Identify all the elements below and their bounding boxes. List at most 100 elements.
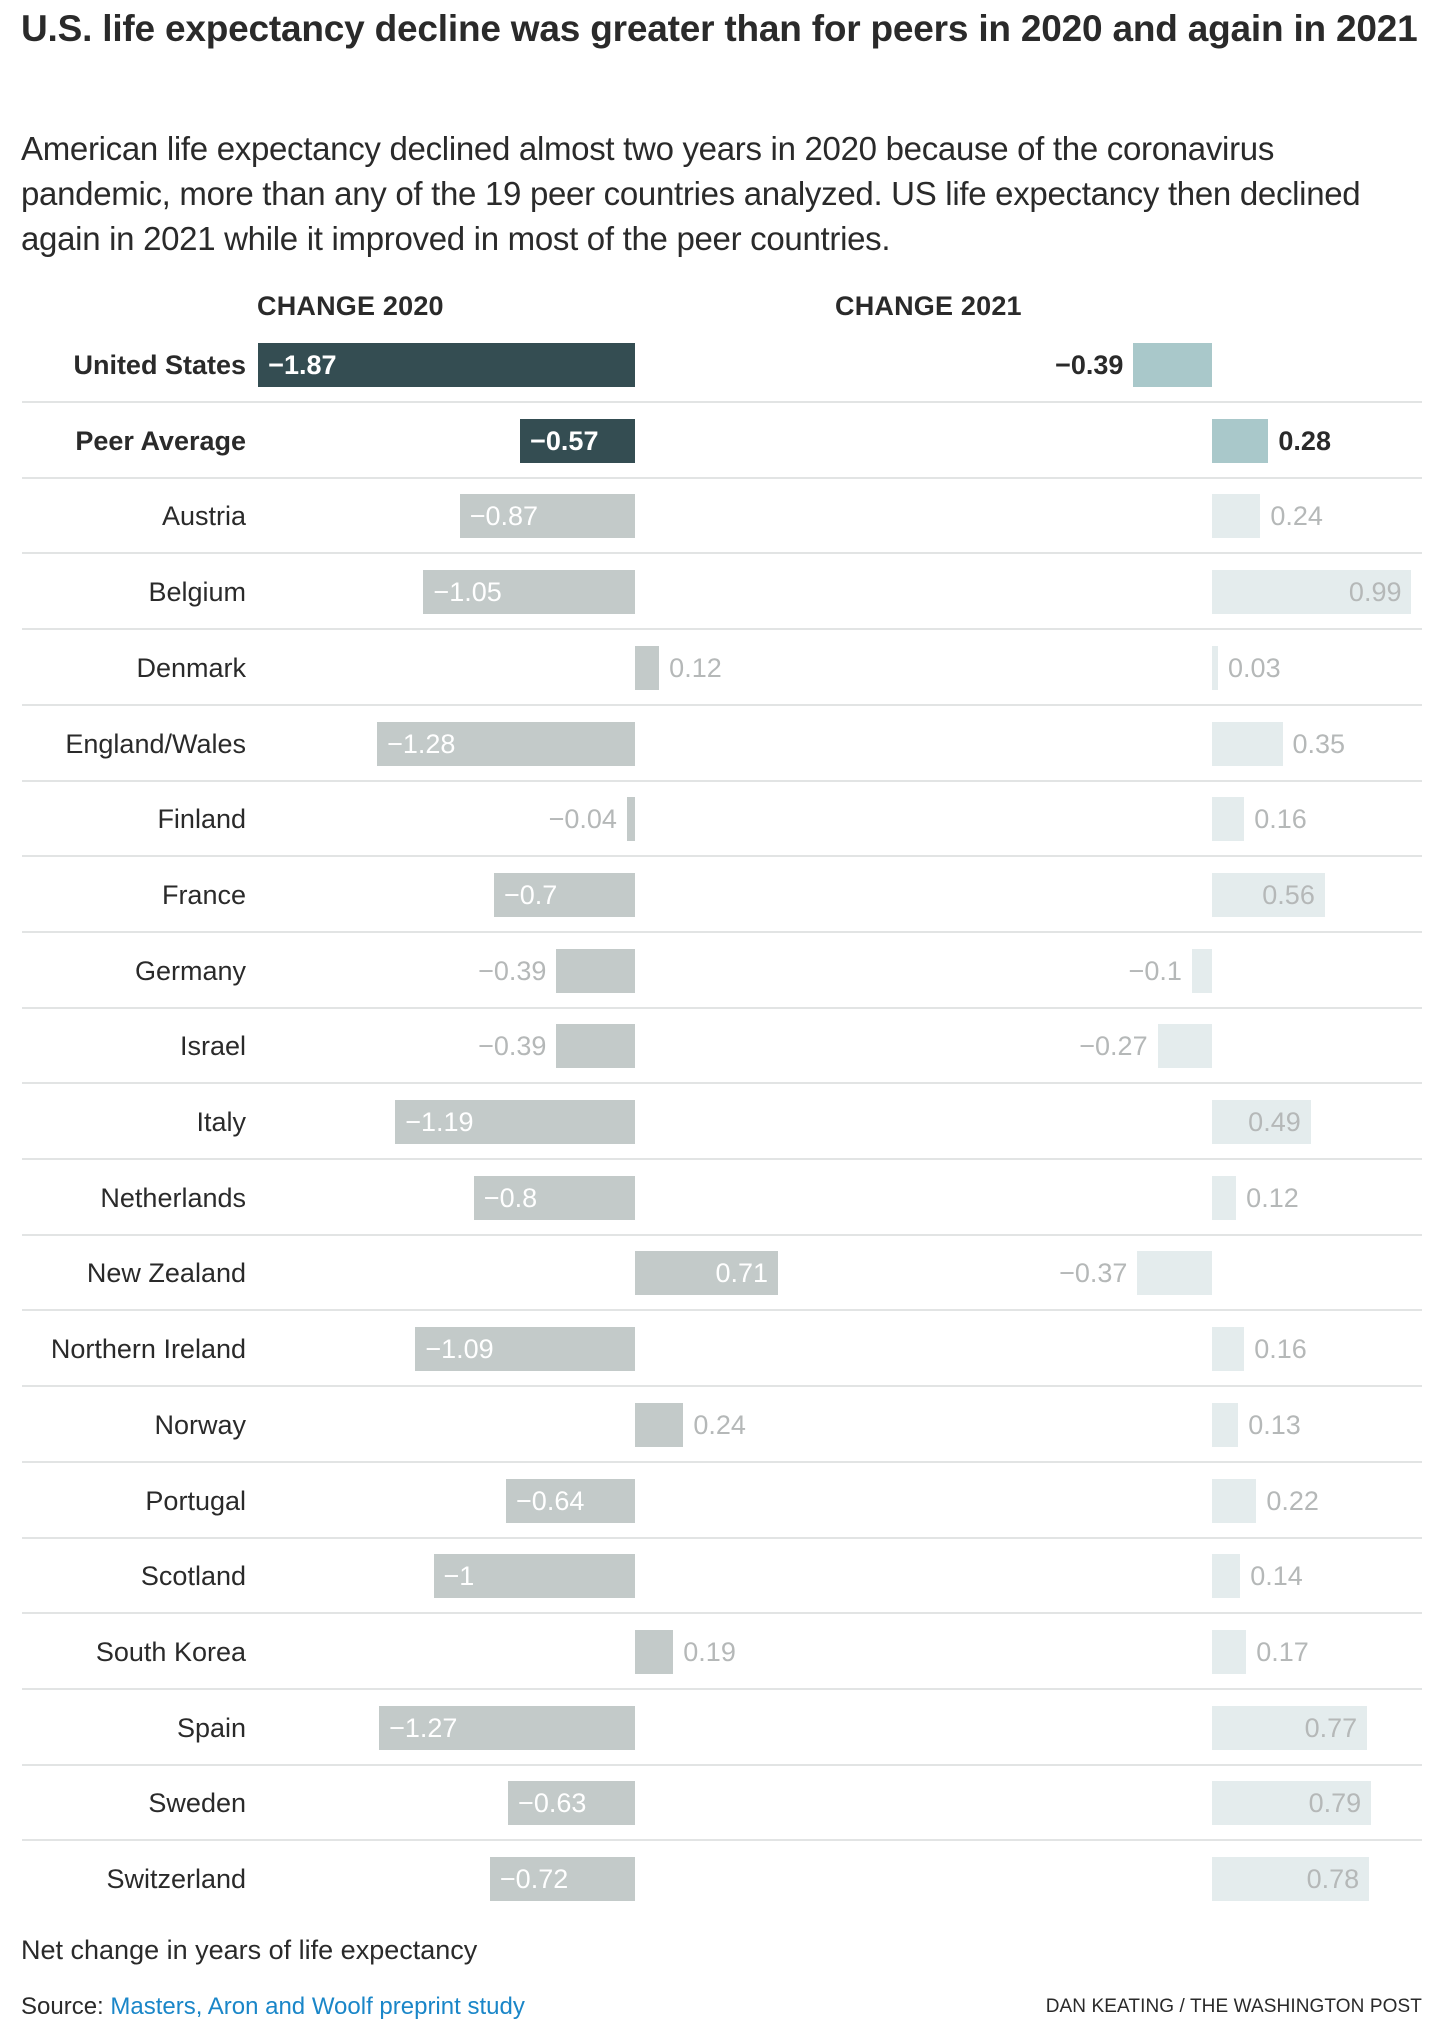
value-label-2021-13: 0.16 — [1254, 1334, 1307, 1365]
country-label: Spain — [176, 1712, 246, 1743]
country-label: Israel — [179, 1031, 246, 1062]
country-label: Norway — [154, 1409, 246, 1440]
row-divider — [22, 1687, 1422, 1690]
value-label-2020-4: 0.12 — [669, 652, 722, 683]
table-row: Italy −1.19 0.49 — [0, 1100, 1440, 1144]
value-label-2020-10: −1.19 — [405, 1107, 474, 1137]
table-row: Spain −1.27 0.77 — [0, 1705, 1440, 1750]
source-line: Source: Masters, Aron and Woolf preprint… — [21, 1993, 525, 2021]
value-label-2021-0: −0.39 — [1055, 350, 1124, 380]
country-label: Peer Average — [75, 425, 246, 456]
bar-2021-12 — [1137, 1251, 1212, 1296]
country-label: Italy — [196, 1107, 246, 1137]
table-row: Denmark 0.12 0.03 — [0, 645, 1440, 690]
row-divider — [22, 1385, 1422, 1388]
bar-2020-10 — [395, 1100, 635, 1144]
table-row: Israel −0.39 −0.27 — [0, 1024, 1440, 1069]
value-label-2020-15: −0.64 — [516, 1485, 585, 1516]
row-divider — [22, 1082, 1422, 1085]
bar-2020-3 — [423, 570, 635, 615]
row-divider — [22, 779, 1422, 782]
credit-line: DAN KEATING / THE WASHINGTON POST — [1045, 1996, 1422, 2017]
bar-2020-20 — [489, 1857, 635, 1901]
chart-subtitle: American life expectancy declined almost… — [21, 130, 1361, 257]
bar-2020-2 — [459, 494, 635, 539]
row-divider — [22, 1460, 1422, 1463]
country-label: Northern Ireland — [50, 1334, 246, 1365]
bar-2020-19 — [508, 1781, 635, 1826]
highlight-row: Peer Average −0.57 0.28 — [0, 418, 1440, 463]
value-label-2021-3: 0.99 — [1348, 577, 1402, 608]
country-label: Netherlands — [100, 1182, 246, 1213]
bar-2021-8 — [1191, 948, 1212, 993]
value-label-2020-12: 0.71 — [715, 1258, 769, 1289]
value-label-2021-20: 0.78 — [1306, 1864, 1360, 1894]
table-row: Scotland −1 0.14 — [0, 1554, 1440, 1599]
bar-2021-2 — [1212, 494, 1261, 539]
row-divider — [22, 1233, 1422, 1236]
value-label-2020-6: −0.04 — [548, 804, 617, 835]
chart-title: U.S. life expectancy decline was greater… — [21, 8, 1418, 49]
bar-2020-5 — [377, 721, 635, 766]
row-divider — [22, 1536, 1422, 1539]
bar-2020-11 — [473, 1175, 635, 1220]
value-label-2021-18: 0.77 — [1304, 1712, 1358, 1743]
value-label-2021-14: 0.13 — [1248, 1409, 1301, 1440]
value-label-2021-5: 0.35 — [1292, 728, 1346, 759]
bar-2021-16 — [1212, 1554, 1241, 1599]
table-row: Austria −0.87 0.24 — [0, 494, 1440, 539]
country-label: France — [161, 879, 246, 910]
source-prefix: Source: — [21, 1993, 111, 2020]
row-divider — [22, 1612, 1422, 1615]
table-row: Portugal −0.64 0.22 — [0, 1478, 1440, 1523]
value-label-2020-16: −1 — [443, 1561, 475, 1592]
value-label-2020-14: 0.24 — [693, 1409, 746, 1440]
bar-2020-7 — [493, 872, 635, 917]
source-link[interactable]: Masters, Aron and Woolf preprint study — [110, 1993, 525, 2020]
bar-2020-6 — [626, 797, 635, 842]
value-label-2021-8: −0.1 — [1128, 955, 1182, 986]
table-row: Netherlands −0.8 0.12 — [0, 1175, 1440, 1220]
bar-2021-11 — [1212, 1175, 1237, 1220]
country-label: Germany — [134, 955, 246, 986]
column-header-2021: CHANGE 2021 — [835, 291, 1022, 321]
bar-2021-19 — [1212, 1781, 1372, 1826]
bar-2021-9 — [1157, 1024, 1212, 1069]
bar-2021-20 — [1212, 1857, 1370, 1901]
row-divider — [22, 1763, 1422, 1766]
bar-2021-18 — [1212, 1705, 1368, 1750]
value-label-2020-5: −1.28 — [387, 728, 456, 759]
table-row: Germany −0.39 −0.1 — [0, 948, 1440, 993]
row-divider — [22, 1309, 1422, 1312]
country-label: England/Wales — [65, 728, 246, 759]
row-divider — [22, 628, 1422, 631]
value-label-2020-8: −0.39 — [478, 955, 547, 986]
bar-2021-7 — [1212, 872, 1325, 917]
value-label-2021-4: 0.03 — [1228, 652, 1281, 683]
bar-2021-14 — [1212, 1402, 1239, 1447]
table-row: Belgium −1.05 0.99 — [0, 570, 1440, 615]
value-label-2020-3: −1.05 — [433, 577, 502, 608]
column-header-2020: CHANGE 2020 — [257, 291, 444, 321]
value-label-2020-20: −0.72 — [499, 1864, 569, 1894]
country-label: Belgium — [148, 577, 246, 608]
bar-2020-15 — [506, 1478, 635, 1523]
row-divider — [22, 855, 1422, 858]
country-label: New Zealand — [86, 1258, 246, 1289]
value-label-2021-2: 0.24 — [1270, 501, 1323, 532]
table-row: Norway 0.24 0.13 — [0, 1402, 1440, 1447]
bar-2020-18 — [379, 1705, 635, 1750]
value-label-2021-16: 0.14 — [1250, 1561, 1303, 1592]
country-label: South Korea — [95, 1636, 246, 1667]
bar-2020-0 — [258, 343, 635, 387]
value-label-2020-9: −0.39 — [478, 1031, 547, 1062]
country-label: Switzerland — [106, 1864, 246, 1894]
value-label-2020-0: −1.87 — [268, 350, 337, 380]
row-divider — [22, 1839, 1422, 1842]
bar-2021-13 — [1212, 1327, 1245, 1372]
bar-2020-13 — [415, 1327, 635, 1372]
bar-2020-12 — [635, 1251, 779, 1296]
value-label-2021-12: −0.37 — [1059, 1258, 1128, 1289]
country-label: Portugal — [145, 1485, 246, 1516]
